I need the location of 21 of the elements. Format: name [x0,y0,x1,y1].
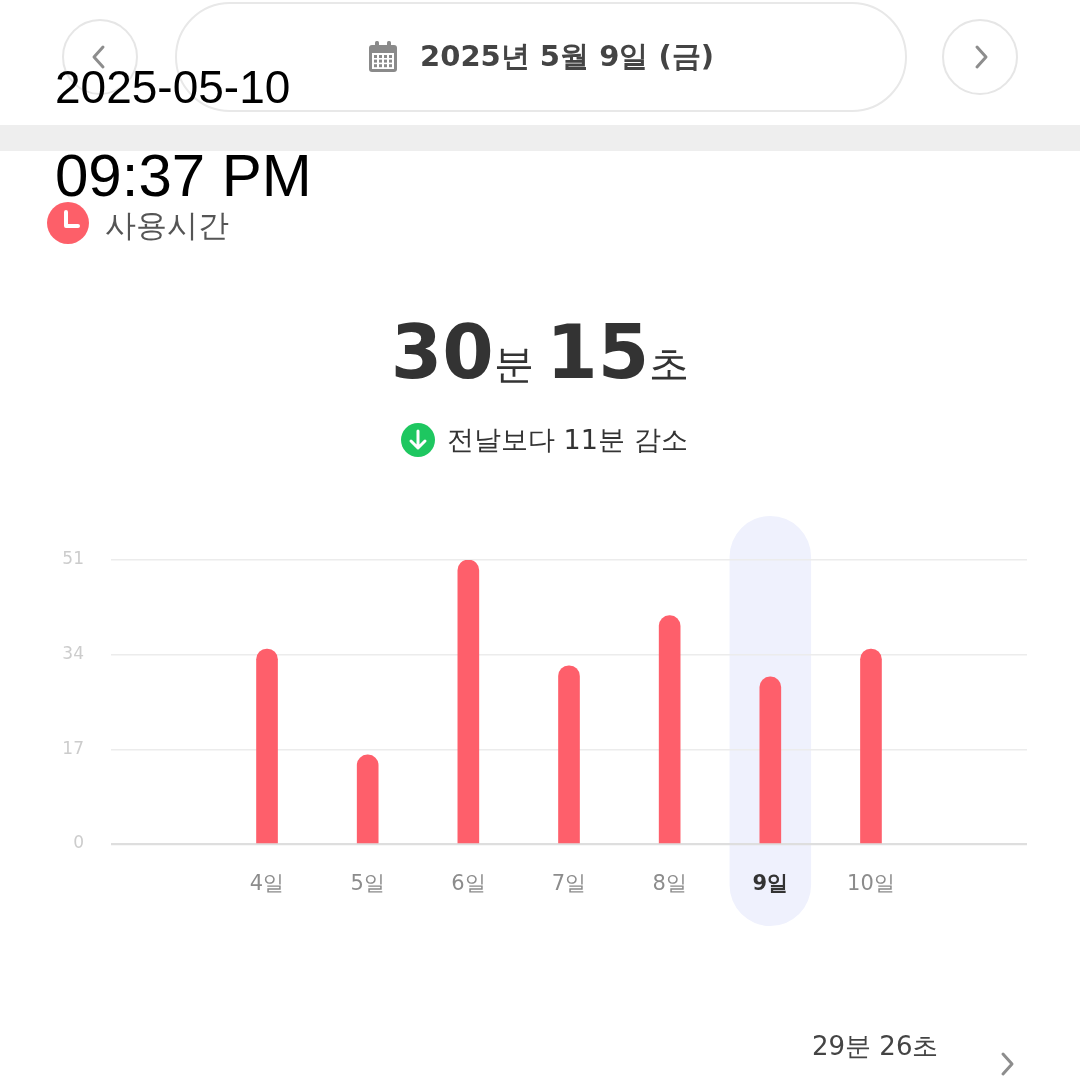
text: 2025-05-10 [55,61,291,113]
x-tick-label: 5일 [350,871,385,896]
bar [558,665,580,844]
chart-subtitle: 30분 15초 [390,309,690,395]
text: 전날보다 11분 감소 [447,423,688,457]
x-tick-label: 10일 [847,871,895,896]
text: 29분 26초 [812,1031,939,1061]
bar [658,615,681,844]
bar [860,648,882,844]
x-tick-label: 8일 [652,871,687,896]
text: 09:37 PM [55,142,312,209]
x-tick-label: 9일 [752,871,789,896]
bar [457,560,480,844]
bar [356,754,379,844]
bar [759,676,782,844]
x-tick-label: 4일 [249,871,285,896]
chart-title: 사용시간 [105,207,229,243]
x-tick-label: 7일 [551,871,587,896]
bar [256,648,278,844]
text: 2025년 5월 9일 (금) [420,38,714,75]
x-tick-label: 6일 [451,871,486,896]
